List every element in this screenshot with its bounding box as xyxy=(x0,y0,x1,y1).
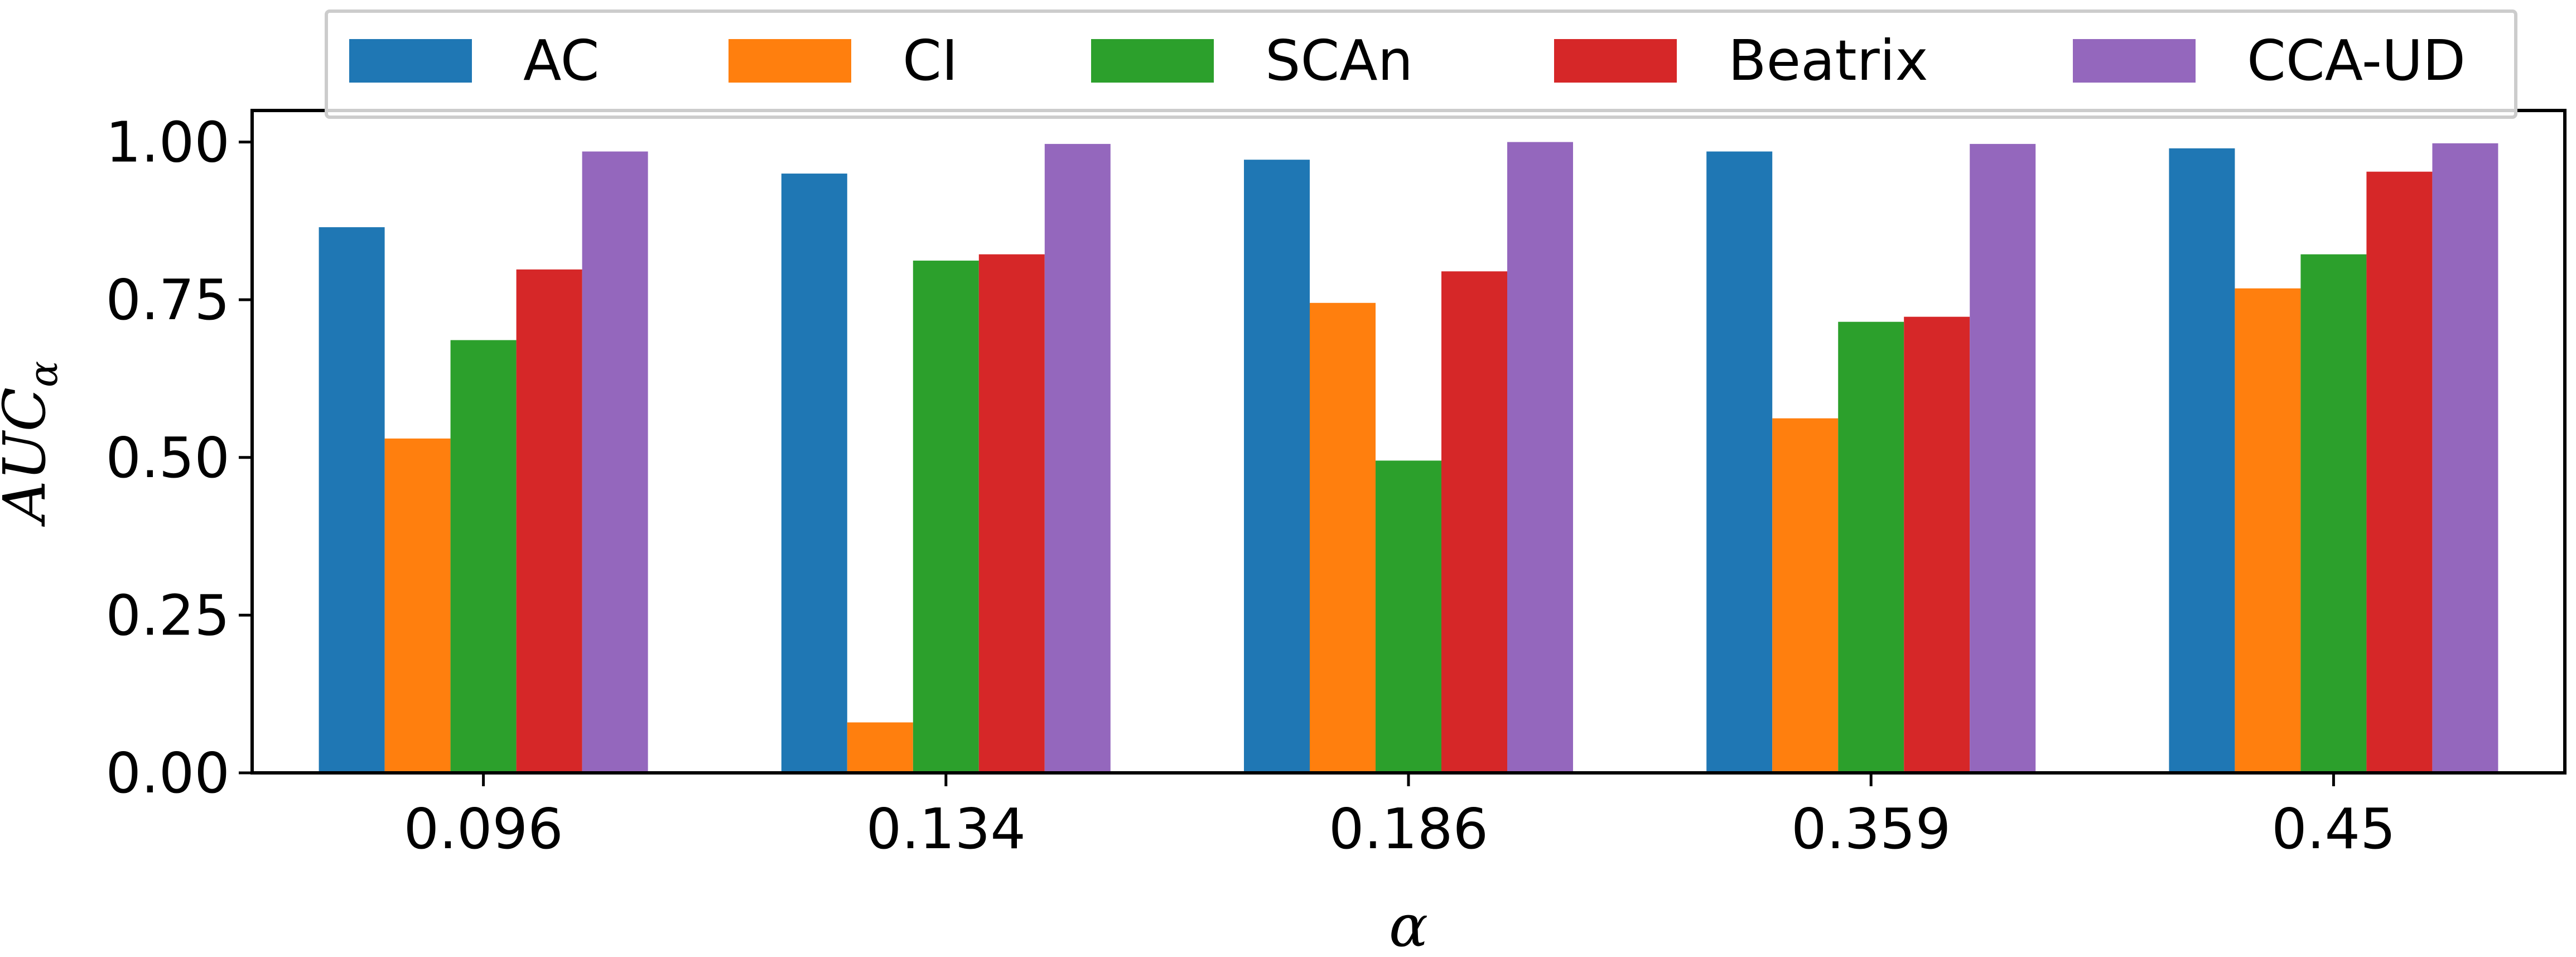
legend-label: CCA-UD xyxy=(2247,28,2466,93)
x-tick-label: 0.096 xyxy=(403,796,563,862)
y-axis-title-main: AUC xyxy=(0,387,59,527)
legend-label: AC xyxy=(523,28,599,93)
plot-area xyxy=(250,109,2567,775)
x-tick-label: 0.359 xyxy=(1791,796,1951,862)
bar-ci-0.134 xyxy=(847,722,913,773)
bar-cca-ud-0.096 xyxy=(582,151,648,773)
bar-ac-0.134 xyxy=(781,174,847,773)
x-axis-title: α xyxy=(1389,892,1428,957)
y-tick-label: 0.50 xyxy=(105,425,230,490)
bar-beatrix-0.096 xyxy=(516,269,582,773)
y-axis-title: AUCα xyxy=(0,361,66,527)
bar-cca-ud-0.186 xyxy=(1507,142,1573,773)
y-axis-title-text: AUCα xyxy=(0,361,66,527)
bar-scan-0.134 xyxy=(913,261,979,773)
bar-ac-0.359 xyxy=(1706,151,1773,773)
x-tick-label: 0.134 xyxy=(866,796,1026,862)
bar-ac-0.45 xyxy=(2169,148,2235,773)
legend-label: SCAn xyxy=(1265,28,1413,93)
legend-swatch xyxy=(349,39,472,83)
bar-cca-ud-0.45 xyxy=(2432,143,2498,773)
bar-ci-0.45 xyxy=(2235,288,2301,773)
bar-beatrix-0.186 xyxy=(1441,271,1507,773)
bar-scan-0.45 xyxy=(2300,254,2367,773)
legend-box xyxy=(325,9,2517,119)
y-tick-label: 0.75 xyxy=(105,267,230,333)
bar-cca-ud-0.359 xyxy=(1970,143,2036,773)
bar-beatrix-0.359 xyxy=(1904,316,1970,773)
bar-ci-0.186 xyxy=(1310,302,1376,773)
bar-scan-0.359 xyxy=(1838,321,1904,773)
bar-scan-0.096 xyxy=(450,340,517,773)
legend-label: Beatrix xyxy=(1728,28,1928,93)
y-axis-title-subscript: α xyxy=(21,361,66,387)
bar-ac-0.186 xyxy=(1244,160,1310,773)
bar-beatrix-0.45 xyxy=(2366,171,2433,773)
legend-swatch xyxy=(729,39,851,83)
legend-swatch xyxy=(1091,39,1214,83)
bar-scan-0.186 xyxy=(1376,460,1441,773)
bar-ci-0.359 xyxy=(1772,418,1839,773)
legend-swatch xyxy=(1554,39,1677,83)
y-tick-label: 0.00 xyxy=(105,740,230,806)
y-tick-label: 0.25 xyxy=(105,583,230,648)
x-tick-label: 0.186 xyxy=(1329,796,1488,862)
bar-beatrix-0.134 xyxy=(978,254,1045,773)
bar-cca-ud-0.134 xyxy=(1044,143,1111,773)
bar-ac-0.096 xyxy=(319,227,385,773)
legend-label: CI xyxy=(903,28,958,93)
x-tick-label: 0.45 xyxy=(2271,796,2396,862)
legend-swatch xyxy=(2073,39,2196,83)
legend-items: AC CI SCAn Beatrix CCA-UD xyxy=(349,28,2466,93)
x-axis: 0.096 0.134 0.186 0.359 0.45 xyxy=(403,773,2396,862)
bar-ci-0.096 xyxy=(384,438,451,773)
bars xyxy=(319,142,2498,773)
y-axis: 0.00 0.25 0.50 0.75 1.00 xyxy=(105,110,252,806)
legend: AC CI SCAn Beatrix CCA-UD xyxy=(325,9,2517,119)
y-tick-label: 1.00 xyxy=(105,110,230,175)
